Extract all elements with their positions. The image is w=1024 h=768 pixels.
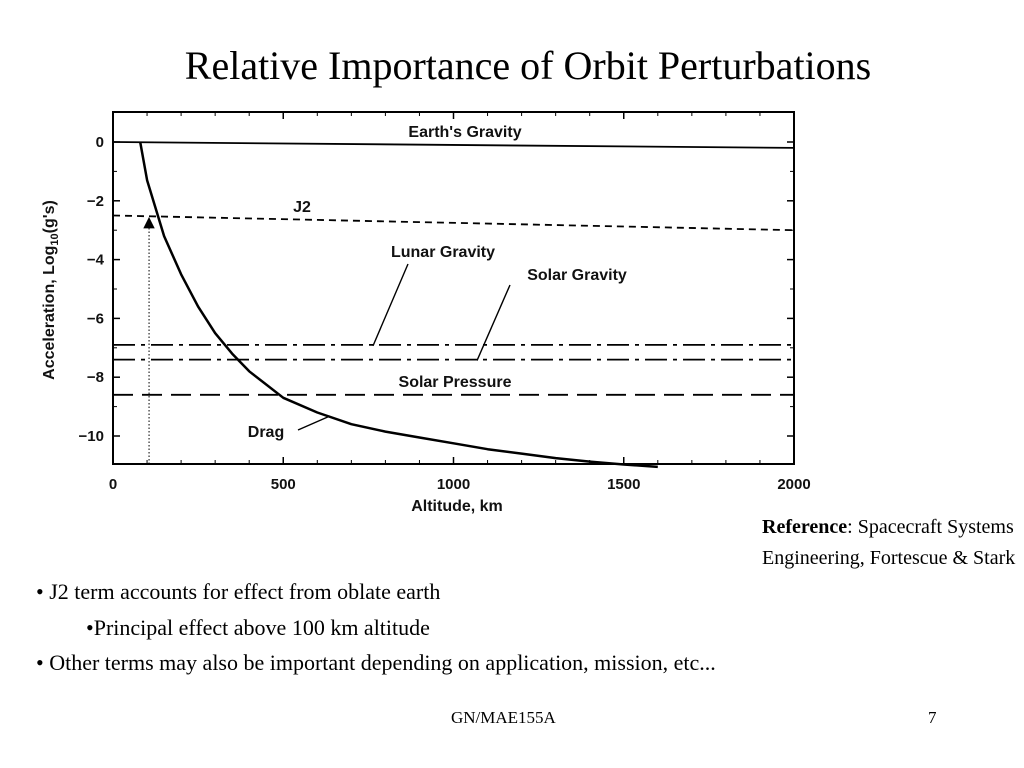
series-label-lunar-gravity: Lunar Gravity [391, 244, 495, 261]
x-tick-label: 1500 [607, 476, 640, 493]
series-label-earth-s-gravity: Earth's Gravity [408, 124, 521, 141]
y-tick-label: 0 [96, 134, 104, 151]
y-tick-label: −6 [87, 310, 104, 327]
series-line-j2 [112, 214, 795, 232]
footer-course-code: GN/MAE155A [451, 708, 556, 727]
bullet-text: Other terms may also be important depend… [49, 650, 716, 675]
reference-label: Reference [762, 516, 848, 538]
x-tick-label: 2000 [777, 476, 810, 493]
y-axis-title-suffix: (g's) [41, 200, 58, 233]
x-tick-label: 500 [271, 476, 296, 493]
series-label-solar-pressure: Solar Pressure [399, 374, 512, 391]
x-tick-label: 0 [109, 476, 117, 493]
y-tick-label: −8 [87, 369, 104, 386]
y-tick-label: −4 [87, 252, 105, 269]
reference-note: Reference: Spacecraft Systems Engineerin… [762, 512, 1017, 574]
bullet-marker: • [36, 579, 44, 604]
up-arrow-marker: ▲ [143, 212, 155, 230]
reference-text: : Spacecraft Systems Engineering, Fortes… [762, 516, 1016, 569]
bullet-marker: • [86, 615, 94, 640]
bullet-other-terms: • Other terms may also be important depe… [36, 649, 716, 677]
sub-bullet-principal-effect: •Principal effect above 100 km altitude [86, 614, 430, 642]
y-axis-title-prefix: Acceleration, Log [41, 246, 58, 380]
x-tick-label: 1000 [437, 476, 470, 493]
y-tick-label: −10 [79, 428, 104, 445]
series-label-j2: J2 [293, 199, 311, 216]
leader-line-drag [297, 415, 331, 431]
y-axis-title: Acceleration, Log10(g's) [41, 200, 61, 380]
plot-area-frame [112, 111, 795, 465]
y-axis-title-subscript: 10 [49, 233, 61, 245]
y-tick-label: −2 [87, 193, 104, 210]
series-line-drag [138, 141, 658, 469]
series-line-earth-s-gravity [112, 141, 795, 149]
bullet-j2: • J2 term accounts for effect from oblat… [36, 578, 440, 606]
series-label-solar-gravity: Solar Gravity [527, 267, 627, 284]
slide-title: Relative Importance of Orbit Perturbatio… [184, 43, 872, 88]
page-number: 7 [928, 708, 937, 727]
leader-line-solar-gravity [476, 284, 511, 361]
bullet-text: Principal effect above 100 km altitude [93, 615, 430, 640]
series-label-drag: Drag [248, 424, 284, 441]
leader-line-lunar-gravity [372, 263, 409, 347]
perturbation-chart: 0 500 1000 1500 2000 0 −2 −4 −6 −8 −10 Earth's Gra… [41, 111, 811, 515]
bullet-marker: • [36, 650, 44, 675]
bullet-text: J2 term accounts for effect from oblate … [49, 579, 441, 604]
x-axis-title: Altitude, km [411, 498, 503, 515]
